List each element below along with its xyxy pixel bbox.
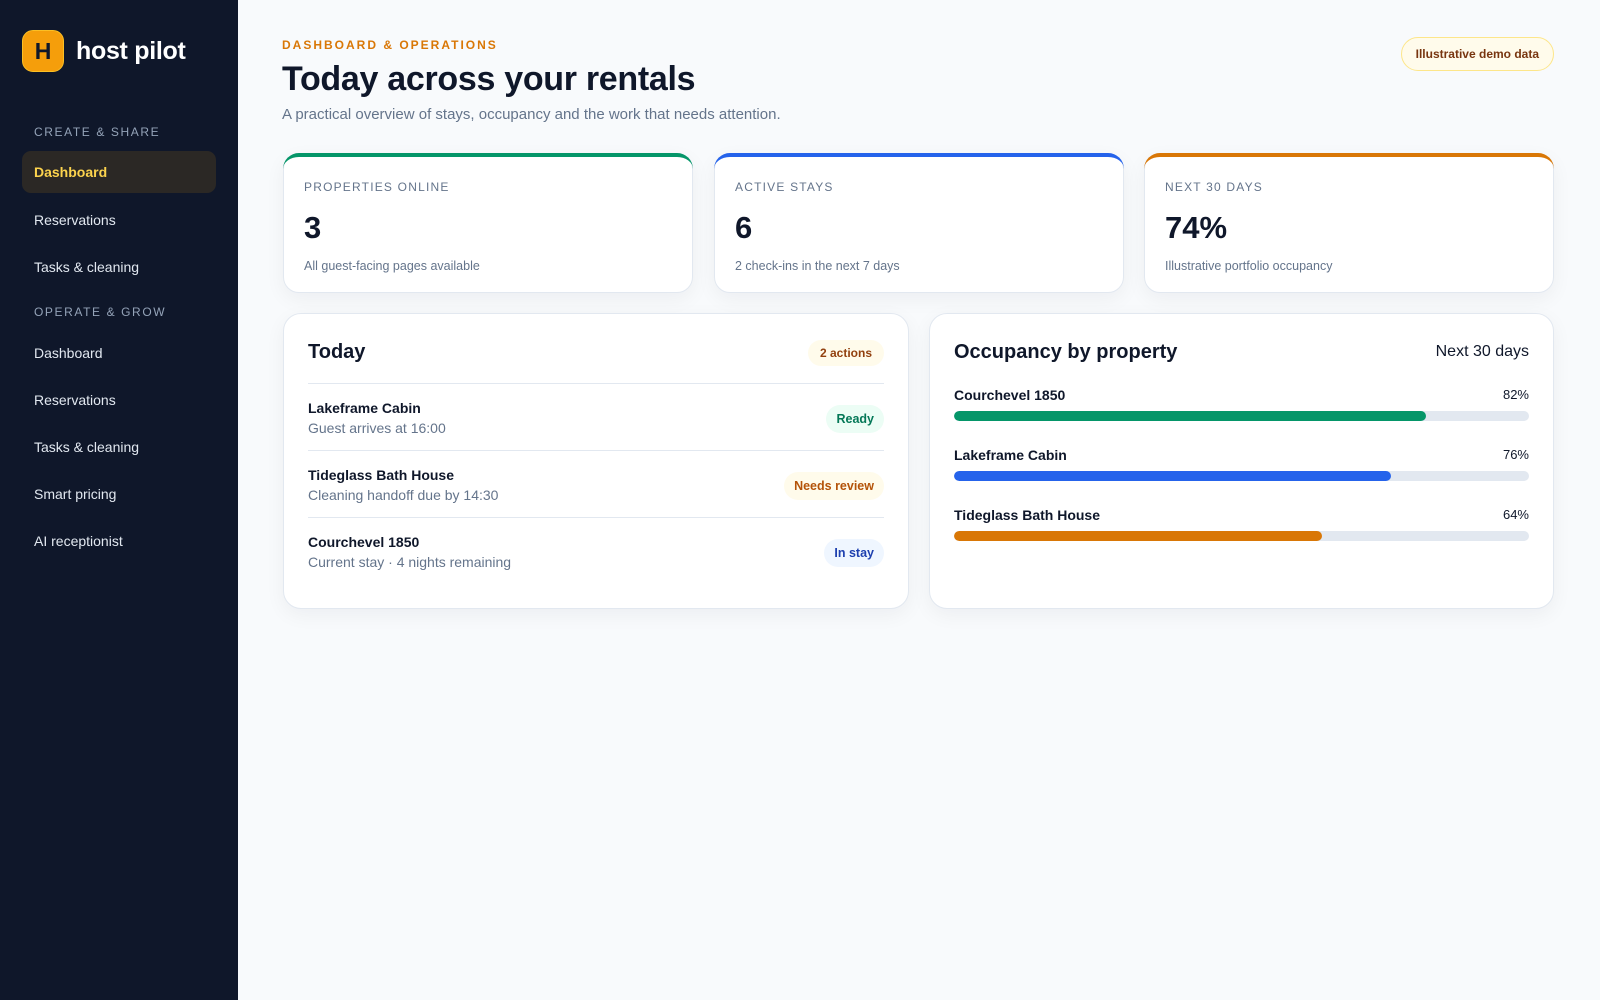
row-detail: Guest arrives at 16:00 xyxy=(308,420,446,436)
stat-accent xyxy=(714,153,1124,169)
stat-value: 6 xyxy=(735,210,753,245)
page-title: Today across your rentals xyxy=(282,60,696,98)
stat-card-properties-online: PROPERTIES ONLINE 3 All guest-facing pag… xyxy=(283,153,693,293)
occupancy-property-name: Tideglass Bath House xyxy=(954,507,1101,523)
stat-label: NEXT 30 DAYS xyxy=(1165,180,1263,194)
stat-note: Illustrative portfolio occupancy xyxy=(1165,259,1333,273)
sidebar-item-reservations[interactable]: Reservations xyxy=(34,212,116,228)
stat-label: ACTIVE STAYS xyxy=(735,180,834,194)
sidebar-item-tasks-cleaning-2[interactable]: Tasks & cleaning xyxy=(34,439,140,455)
sidebar-item-ai-receptionist[interactable]: AI receptionist xyxy=(34,533,123,549)
status-badge: In stay xyxy=(824,539,884,567)
occupancy-property-name: Courchevel 1850 xyxy=(954,387,1066,403)
demo-data-badge: Illustrative demo data xyxy=(1400,37,1554,71)
status-badge: Ready xyxy=(826,405,884,433)
brand-logo-icon: H xyxy=(22,30,64,72)
actions-count-badge[interactable]: 2 actions xyxy=(807,340,884,366)
brand[interactable]: H host pilot xyxy=(22,30,186,72)
stat-value: 74% xyxy=(1165,210,1228,245)
row-property-name: Lakeframe Cabin xyxy=(308,400,421,416)
occupancy-bar-fill xyxy=(954,531,1322,541)
occupancy-percent: 76% xyxy=(1502,447,1529,462)
nav-section-operate-grow: OPERATE & GROW xyxy=(34,305,167,319)
sidebar-item-dashboard[interactable]: Dashboard xyxy=(22,151,216,193)
main-content: DASHBOARD & OPERATIONS Today across your… xyxy=(238,0,1600,1000)
today-row[interactable]: Tideglass Bath House Cleaning handoff du… xyxy=(308,450,884,517)
row-detail: Cleaning handoff due by 14:30 xyxy=(308,487,499,503)
stat-card-next-30-days: NEXT 30 DAYS 74% Illustrative portfolio … xyxy=(1144,153,1554,293)
stat-note: All guest-facing pages available xyxy=(304,259,480,273)
page-eyebrow: DASHBOARD & OPERATIONS xyxy=(282,38,498,52)
occupancy-percent: 82% xyxy=(1502,387,1529,402)
nav-section-create-share: CREATE & SHARE xyxy=(34,125,161,139)
sidebar-item-dashboard-2[interactable]: Dashboard xyxy=(34,345,103,361)
today-row[interactable]: Courchevel 1850 Current stay · 4 nights … xyxy=(308,517,884,584)
occupancy-bar-fill xyxy=(954,411,1426,421)
occupancy-row: Courchevel 1850 82% xyxy=(954,387,1529,437)
status-badge: Needs review xyxy=(784,472,884,500)
occupancy-bar-track xyxy=(954,531,1529,541)
sidebar-item-reservations-2[interactable]: Reservations xyxy=(34,392,116,408)
occupancy-panel: Occupancy by property Next 30 days Courc… xyxy=(929,313,1554,609)
today-row[interactable]: Lakeframe Cabin Guest arrives at 16:00 R… xyxy=(308,383,884,450)
occupancy-period: Next 30 days xyxy=(1435,343,1529,360)
row-detail: Current stay · 4 nights remaining xyxy=(308,554,512,570)
occupancy-bar-track xyxy=(954,471,1529,481)
today-title: Today xyxy=(308,341,366,363)
occupancy-row: Lakeframe Cabin 76% xyxy=(954,447,1529,497)
occupancy-bar-track xyxy=(954,411,1529,421)
today-panel: Today 2 actions Lakeframe Cabin Guest ar… xyxy=(283,313,909,609)
stat-accent xyxy=(283,153,693,169)
stat-card-active-stays: ACTIVE STAYS 6 2 check-ins in the next 7… xyxy=(714,153,1124,293)
sidebar: H host pilot CREATE & SHARE Dashboard Re… xyxy=(0,0,238,1000)
brand-name: host pilot xyxy=(76,36,186,65)
occupancy-percent: 64% xyxy=(1502,507,1529,522)
stat-value: 3 xyxy=(304,210,322,245)
sidebar-item-smart-pricing[interactable]: Smart pricing xyxy=(34,486,117,502)
stat-label: PROPERTIES ONLINE xyxy=(304,180,450,194)
row-property-name: Tideglass Bath House xyxy=(308,467,455,483)
sidebar-item-tasks-cleaning[interactable]: Tasks & cleaning xyxy=(34,259,140,275)
occupancy-bar-fill xyxy=(954,471,1391,481)
occupancy-title: Occupancy by property xyxy=(954,341,1178,363)
stat-note: 2 check-ins in the next 7 days xyxy=(735,259,900,273)
row-property-name: Courchevel 1850 xyxy=(308,534,420,550)
occupancy-row: Tideglass Bath House 64% xyxy=(954,507,1529,557)
occupancy-property-name: Lakeframe Cabin xyxy=(954,447,1067,463)
page-subtitle: A practical overview of stays, occupancy… xyxy=(282,106,781,123)
stat-accent xyxy=(1144,153,1554,169)
